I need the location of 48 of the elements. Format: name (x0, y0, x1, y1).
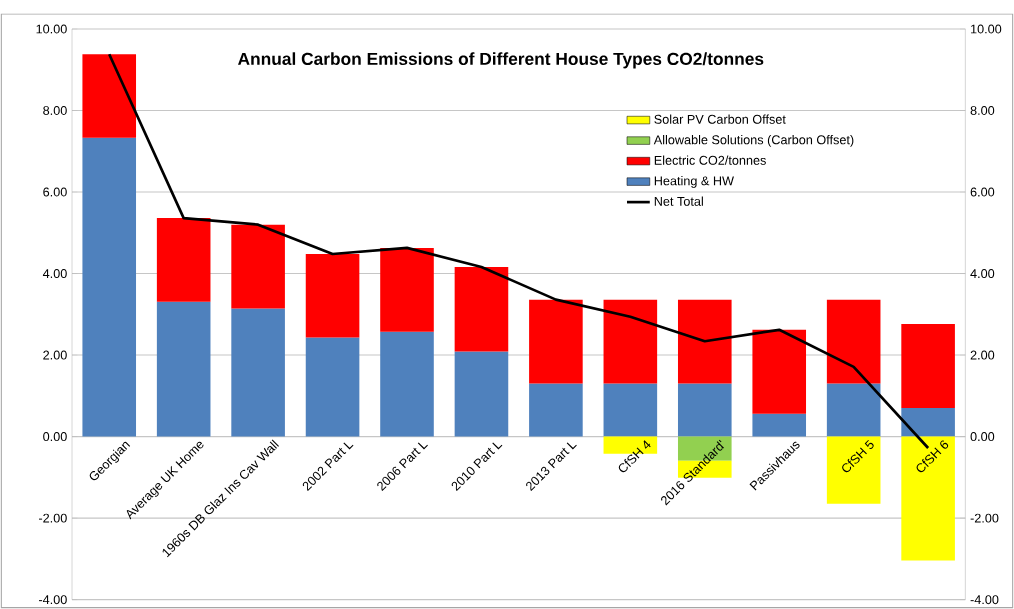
y-tick-label: 6.00 (43, 187, 67, 197)
y2-tick-label: -4.00 (970, 595, 999, 605)
y-tick-label: 2.00 (43, 350, 67, 360)
y2-tick-label: 6.00 (970, 187, 995, 197)
y2-tick-label: 4.00 (970, 269, 995, 279)
y-tick-label: 4.00 (42, 269, 67, 279)
y-tick-label: 8.00 (43, 106, 67, 115)
bar (454, 267, 509, 352)
bar (305, 337, 360, 437)
y-tick-label: -2.00 (38, 513, 67, 523)
bar (752, 329, 807, 414)
y2-tick-label: 0.00 (970, 432, 995, 442)
legend-label: Electric CO2/tonnes (654, 155, 766, 165)
bar (752, 413, 807, 437)
bar (82, 137, 137, 437)
bar (156, 301, 211, 437)
y-tick-label: 10.00 (36, 24, 67, 34)
bar (826, 383, 881, 437)
bar (901, 436, 955, 561)
y2-tick-label: -2.00 (970, 513, 999, 523)
bar (380, 247, 434, 332)
bar (82, 54, 137, 138)
bar (826, 299, 881, 384)
y2-tick-label: 10.00 (971, 24, 1002, 34)
bar (826, 436, 881, 504)
bar (603, 383, 658, 437)
bar (603, 299, 658, 384)
bar (231, 308, 285, 437)
text: Annual Carbon Emissions of Different House Types CO2/tonnes (238, 52, 764, 69)
legend-label: Heating & HW (654, 176, 734, 188)
bar (529, 299, 583, 384)
legend-label: Allowable Solutions (Carbon Offset) (653, 134, 854, 147)
bar (901, 408, 955, 437)
bar (380, 331, 434, 437)
bar (454, 351, 509, 437)
y-tick-label: 0.00 (43, 432, 67, 442)
bar (529, 383, 583, 437)
bar (677, 299, 732, 384)
bar (156, 218, 211, 302)
legend-label: Net Total (654, 196, 703, 206)
bar (231, 224, 285, 309)
legend-label: Solar PV Carbon Offset (654, 114, 786, 124)
bar (901, 324, 955, 409)
bar (305, 253, 360, 338)
y2-tick-label: 8.00 (970, 106, 995, 115)
bar (677, 383, 732, 437)
y2-tick-label: 2.00 (970, 350, 995, 360)
y-tick-label: -4.00 (38, 595, 67, 605)
